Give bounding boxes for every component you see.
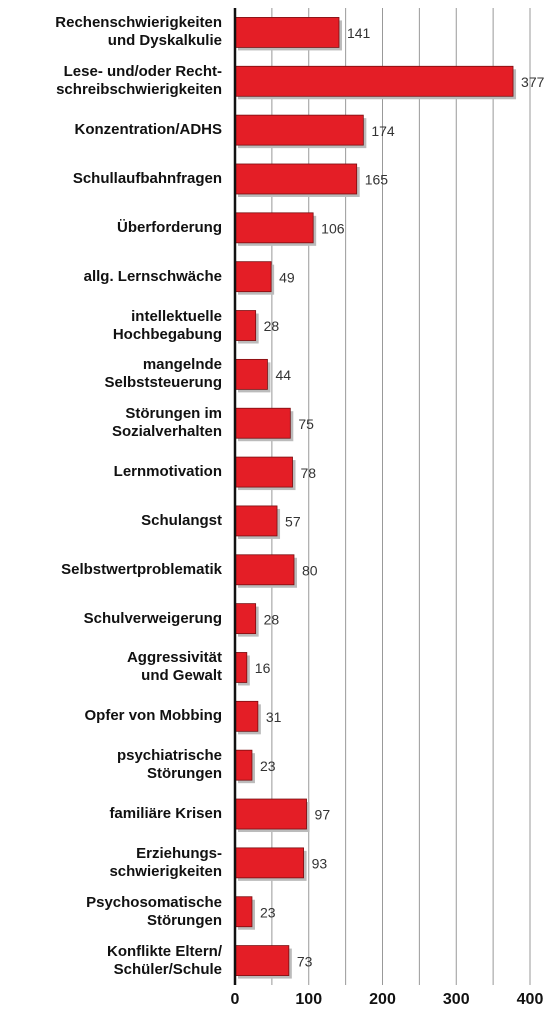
bar (234, 603, 257, 635)
category-label: Lese- und/oder Recht- schreibschwierigke… (56, 63, 222, 99)
value-label: 97 (315, 807, 331, 823)
x-tick-label: 300 (443, 991, 470, 1008)
value-label: 23 (260, 758, 276, 774)
category-label: Selbstwertproblematik (61, 560, 222, 578)
bar (234, 749, 253, 781)
category-label: Schulangst (141, 511, 222, 529)
bar (234, 945, 290, 976)
value-label: 165 (365, 172, 389, 188)
bar (234, 261, 272, 293)
bar (234, 896, 253, 928)
category-label: psychiatrische Störungen (116, 747, 222, 783)
x-tick-label: 100 (295, 991, 322, 1008)
bar (234, 17, 340, 48)
value-label: 106 (321, 221, 345, 237)
x-tick-label: 400 (517, 991, 544, 1008)
bar (234, 456, 293, 488)
value-label: 49 (279, 269, 295, 285)
value-label: 44 (275, 367, 291, 383)
bar (234, 652, 248, 683)
value-label: 75 (298, 416, 314, 432)
category-label: Lernmotivation (113, 463, 222, 481)
value-label: 23 (260, 904, 276, 920)
category-label: intellektuelle Hochbegabung (112, 307, 222, 343)
category-label: Schulverweigerung (83, 609, 222, 627)
category-label: Psychosomatische Störungen (86, 893, 222, 929)
bar (234, 700, 259, 732)
category-label: allg. Lernschwäche (83, 267, 222, 285)
category-label: Schullaufbahnfragen (72, 169, 222, 187)
x-tick-label: 0 (231, 991, 240, 1008)
bar (234, 65, 514, 97)
category-label: mangelnde Selbststeuerung (104, 356, 222, 392)
category-label: familiäre Krisen (109, 805, 222, 823)
category-label: Aggressivität und Gewalt (126, 649, 222, 685)
bar (234, 163, 358, 195)
category-label: Konzentration/ADHS (74, 121, 223, 139)
category-label: Störungen im Sozialverhalten (111, 405, 222, 441)
value-label: 141 (347, 25, 371, 41)
category-label: Erziehungs- schwierigkeiten (109, 844, 222, 880)
bar (234, 798, 307, 830)
category-label: Rechenschwierigkeiten und Dyskalkulie (55, 14, 222, 50)
bar (234, 505, 278, 537)
value-label: 78 (301, 465, 317, 481)
value-label: 73 (297, 953, 313, 969)
bar (234, 310, 257, 341)
category-label: Konflikte Eltern/ Schüler/Schule (106, 942, 222, 978)
value-label: 28 (264, 318, 280, 334)
value-label: 174 (371, 123, 395, 139)
bar (234, 554, 295, 586)
value-label: 80 (302, 562, 318, 578)
category-label: Überforderung (117, 218, 222, 236)
value-label: 93 (312, 856, 328, 872)
bar (234, 212, 314, 244)
bar (234, 114, 364, 146)
x-tick-label: 200 (369, 991, 396, 1008)
value-label: 31 (266, 709, 282, 725)
category-label: Opfer von Mobbing (84, 707, 222, 725)
bar (234, 847, 304, 879)
value-label: 377 (521, 74, 545, 90)
value-label: 28 (264, 611, 280, 627)
bar (234, 407, 291, 439)
value-label: 16 (255, 660, 271, 676)
bar (234, 358, 268, 390)
value-label: 57 (285, 514, 301, 530)
